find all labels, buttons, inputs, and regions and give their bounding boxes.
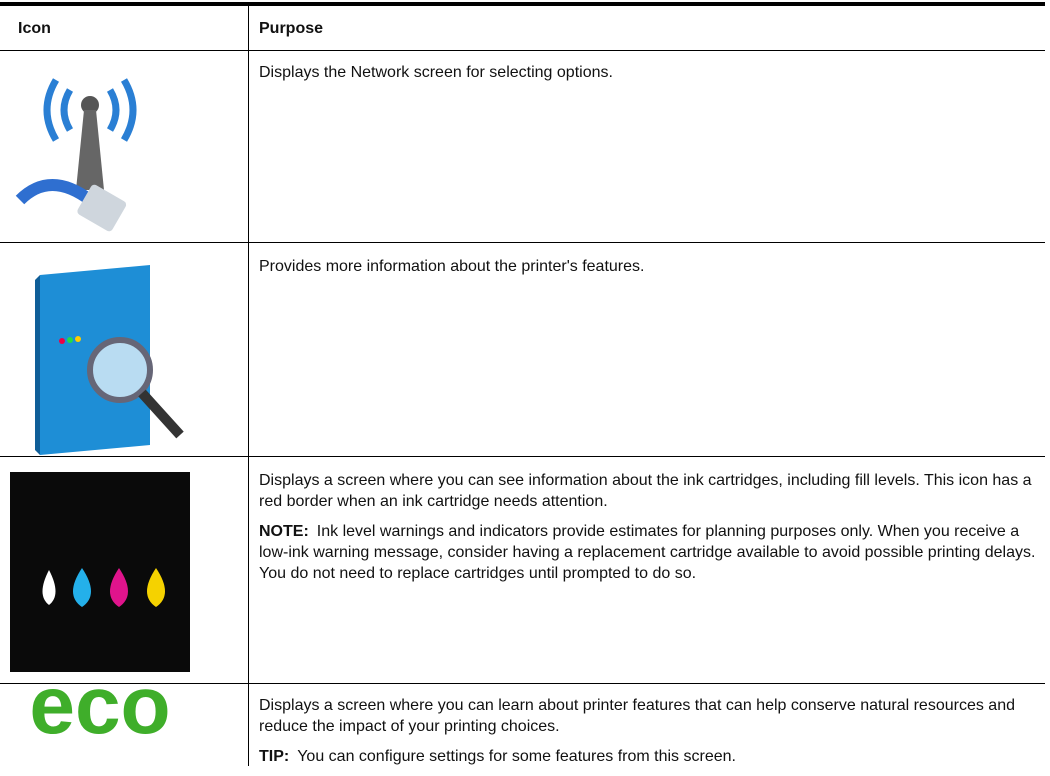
header-purpose: Purpose	[259, 20, 324, 37]
eco-icon: eco	[29, 660, 170, 751]
paragraph: NOTE: Ink level warnings and indicators p…	[259, 521, 1037, 584]
help-icon	[35, 265, 184, 455]
purpose-cell: Provides more information about the prin…	[259, 256, 1037, 286]
paragraph: Provides more information about the prin…	[259, 256, 1037, 277]
text: Ink level warnings and indicators provid…	[259, 523, 1036, 582]
label: TIP:	[259, 748, 290, 765]
text: You can configure settings for some feat…	[297, 748, 736, 765]
text: Displays a screen where you can learn ab…	[259, 697, 1015, 735]
icons: eco	[10, 78, 190, 751]
text: Displays a screen where you can see info…	[259, 472, 1032, 510]
text: Provides more information about the prin…	[259, 258, 645, 275]
network-icon	[15, 78, 137, 232]
row-line	[0, 683, 1045, 684]
purpose-cell: Displays the Network screen for selectin…	[259, 62, 1037, 92]
purpose-cell: Displays a screen where you can learn ab…	[259, 695, 1037, 776]
paragraph: Displays a screen where you can learn ab…	[259, 695, 1037, 737]
row-line	[0, 456, 1045, 457]
label: NOTE:	[259, 523, 309, 540]
row-line	[0, 50, 1045, 51]
header-icon: Icon	[18, 20, 51, 37]
top-rule	[0, 2, 1045, 6]
column-line	[248, 6, 249, 766]
text: Displays the Network screen for selectin…	[259, 64, 613, 81]
row-line	[0, 242, 1045, 243]
purpose-cell: Displays a screen where you can see info…	[259, 470, 1037, 593]
paragraph: TIP: You can configure settings for some …	[259, 746, 1037, 767]
paragraph: Displays a screen where you can see info…	[259, 470, 1037, 512]
paragraph: Displays the Network screen for selectin…	[259, 62, 1037, 83]
ink-icon	[10, 472, 190, 672]
